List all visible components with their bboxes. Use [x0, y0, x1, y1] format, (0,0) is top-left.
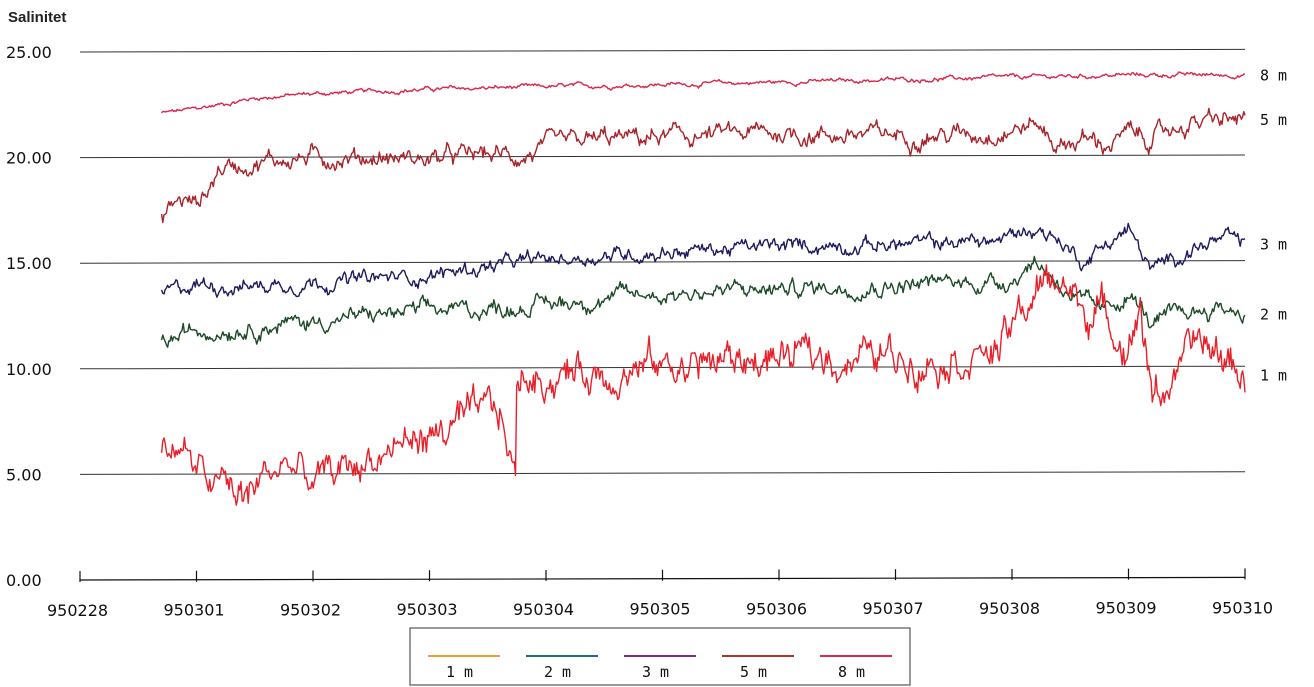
x-tick-label: 950308 [979, 599, 1040, 618]
x-tick-label: 950302 [280, 600, 341, 619]
series-end-label: 5 m [1260, 111, 1287, 129]
y-axis-label: Salinitet [8, 9, 66, 26]
legend-label: 1 m [446, 663, 473, 681]
gridline-20 [79, 154, 1246, 159]
series-line-2m [160, 255, 1246, 348]
legend-label: 8 m [838, 663, 865, 681]
y-tick-label: 25.00 [6, 43, 52, 62]
series-line-1m [160, 264, 1246, 506]
legend-label: 3 m [642, 663, 669, 681]
y-tick-label: 15.00 [6, 254, 52, 273]
series-lines [160, 71, 1246, 506]
gridlines [79, 48, 1246, 475]
gridline-15 [79, 260, 1246, 264]
y-tick-label: 0.00 [6, 571, 42, 590]
x-tick-label: 950309 [1096, 599, 1157, 618]
x-tick-label: 950303 [397, 600, 458, 619]
legend-label: 5 m [740, 663, 767, 681]
gridline-10 [79, 365, 1246, 370]
legend: 1 m 2 m 3 m 5 m 8 m [409, 627, 911, 686]
y-tick-label: 20.00 [6, 149, 52, 168]
series-end-label: 8 m [1260, 67, 1287, 85]
series-line-3m [160, 222, 1246, 298]
x-axis: 950228 950301 950302 950303 950304 950305 9503… [47, 568, 1273, 620]
y-tick-labels: 0.00 5.00 10.00 15.00 20.00 25.00 [6, 43, 52, 590]
legend-label: 2 m [544, 663, 571, 681]
x-tick-label: 950228 [47, 601, 108, 620]
series-end-label: 2 m [1260, 305, 1287, 323]
y-tick-label: 10.00 [6, 360, 52, 379]
x-tick-label: 950307 [863, 599, 924, 618]
series-line-8m [161, 71, 1246, 114]
x-tick-label: 950304 [513, 600, 574, 619]
series-line-5m [160, 107, 1246, 224]
x-tick-label: 950310 [1212, 598, 1273, 617]
x-tick-label: 950306 [746, 599, 807, 618]
gridline-25 [79, 48, 1246, 53]
series-end-label: 3 m [1260, 236, 1287, 254]
gridline-5 [79, 471, 1246, 475]
x-tick-label: 950305 [630, 600, 691, 619]
series-end-labels: 8 m 5 m 3 m 2 m 1 m [1260, 67, 1287, 385]
y-tick-label: 5.00 [6, 465, 42, 484]
series-end-label: 1 m [1260, 367, 1287, 385]
x-tick-label: 950301 [164, 601, 225, 620]
